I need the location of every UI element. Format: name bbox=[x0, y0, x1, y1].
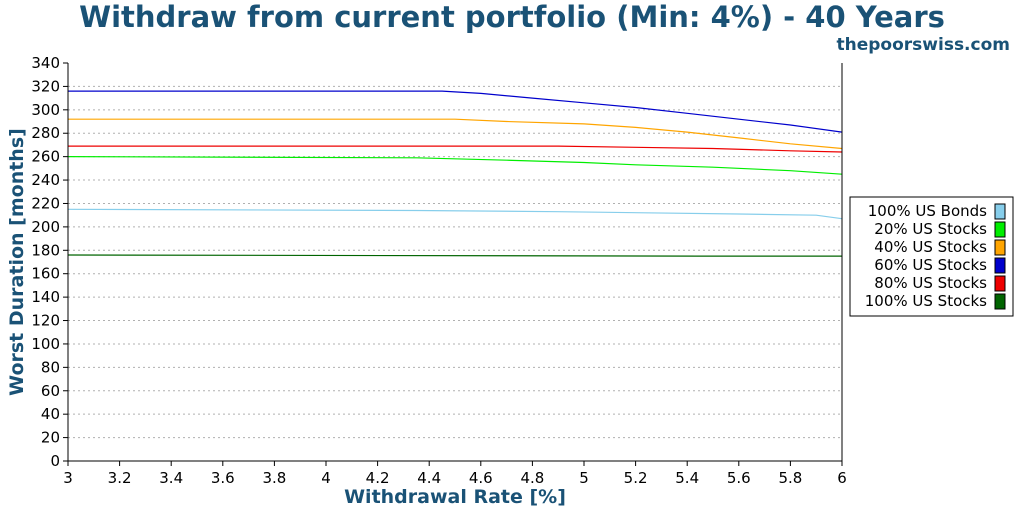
legend-label: 40% US Stocks bbox=[874, 238, 987, 256]
legend-label: 100% US Bonds bbox=[868, 202, 987, 220]
x-axis-title: Withdrawal Rate [%] bbox=[344, 486, 566, 508]
series-lines bbox=[67, 90, 843, 257]
y-tick-label: 340 bbox=[31, 54, 60, 72]
x-tick-label: 5.2 bbox=[624, 469, 648, 487]
y-tick-label: 80 bbox=[41, 358, 60, 376]
y-tick-label: 280 bbox=[31, 124, 60, 142]
legend-swatch bbox=[994, 257, 1006, 274]
legend-label: 20% US Stocks bbox=[874, 220, 987, 238]
x-tick-label: 5.4 bbox=[675, 469, 699, 487]
legend-label: 80% US Stocks bbox=[874, 274, 987, 292]
grid bbox=[68, 85, 842, 439]
chart-title: Withdraw from current portfolio (Min: 4%… bbox=[79, 0, 945, 34]
legend-swatch bbox=[994, 239, 1006, 256]
y-tick-label: 200 bbox=[31, 218, 60, 236]
y-tick-label: 240 bbox=[31, 171, 60, 189]
x-tick-label: 4.8 bbox=[520, 469, 544, 487]
legend-swatch bbox=[994, 293, 1006, 310]
x-tick-label: 5.8 bbox=[778, 469, 802, 487]
series-line bbox=[67, 156, 843, 175]
x-tick-label: 3.4 bbox=[159, 469, 183, 487]
y-tick-label: 160 bbox=[31, 265, 60, 283]
x-tick-label: 4.6 bbox=[469, 469, 493, 487]
x-tick-label: 4.4 bbox=[417, 469, 441, 487]
x-tick-label: 6 bbox=[837, 469, 847, 487]
tick-labels: 0 20 40 60 80 100 120 140 160 180 200 220 240 260 280 3… bbox=[31, 54, 846, 487]
legend-swatch bbox=[994, 203, 1006, 220]
y-tick-label: 120 bbox=[31, 312, 60, 330]
y-tick-label: 300 bbox=[31, 101, 60, 119]
x-tick-label: 5 bbox=[579, 469, 589, 487]
site-label: thepoorswiss.com bbox=[836, 35, 1011, 55]
y-tick-label: 180 bbox=[31, 241, 60, 259]
legend-label: 60% US Stocks bbox=[874, 256, 987, 274]
x-tick-label: 3 bbox=[63, 469, 73, 487]
x-tick-label: 4.2 bbox=[366, 469, 390, 487]
y-tick-label: 0 bbox=[50, 452, 60, 470]
series-line bbox=[67, 208, 843, 220]
axes bbox=[63, 62, 843, 466]
y-tick-label: 260 bbox=[31, 148, 60, 166]
x-tick-label: 3.2 bbox=[108, 469, 132, 487]
series-line bbox=[67, 254, 842, 257]
series-line bbox=[68, 90, 843, 133]
series-line bbox=[68, 145, 843, 153]
y-tick-label: 60 bbox=[41, 382, 60, 400]
y-tick-label: 20 bbox=[41, 429, 60, 447]
legend-swatch bbox=[994, 221, 1006, 238]
x-tick-label: 3.8 bbox=[262, 469, 286, 487]
y-tick-label: 140 bbox=[31, 288, 60, 306]
legend-box bbox=[849, 196, 1014, 317]
legend-label: 100% US Stocks bbox=[865, 292, 987, 310]
y-tick-label: 220 bbox=[31, 194, 60, 212]
y-tick-label: 40 bbox=[41, 405, 60, 423]
series-line bbox=[68, 118, 843, 150]
legend-swatch bbox=[994, 275, 1006, 292]
x-tick-label: 3.6 bbox=[211, 469, 235, 487]
y-axis-title: Worst Duration [months] bbox=[6, 128, 28, 396]
x-tick-label: 4 bbox=[321, 469, 331, 487]
x-tick-label: 5.6 bbox=[727, 469, 751, 487]
y-tick-label: 100 bbox=[31, 335, 60, 353]
y-tick-label: 320 bbox=[31, 77, 60, 95]
